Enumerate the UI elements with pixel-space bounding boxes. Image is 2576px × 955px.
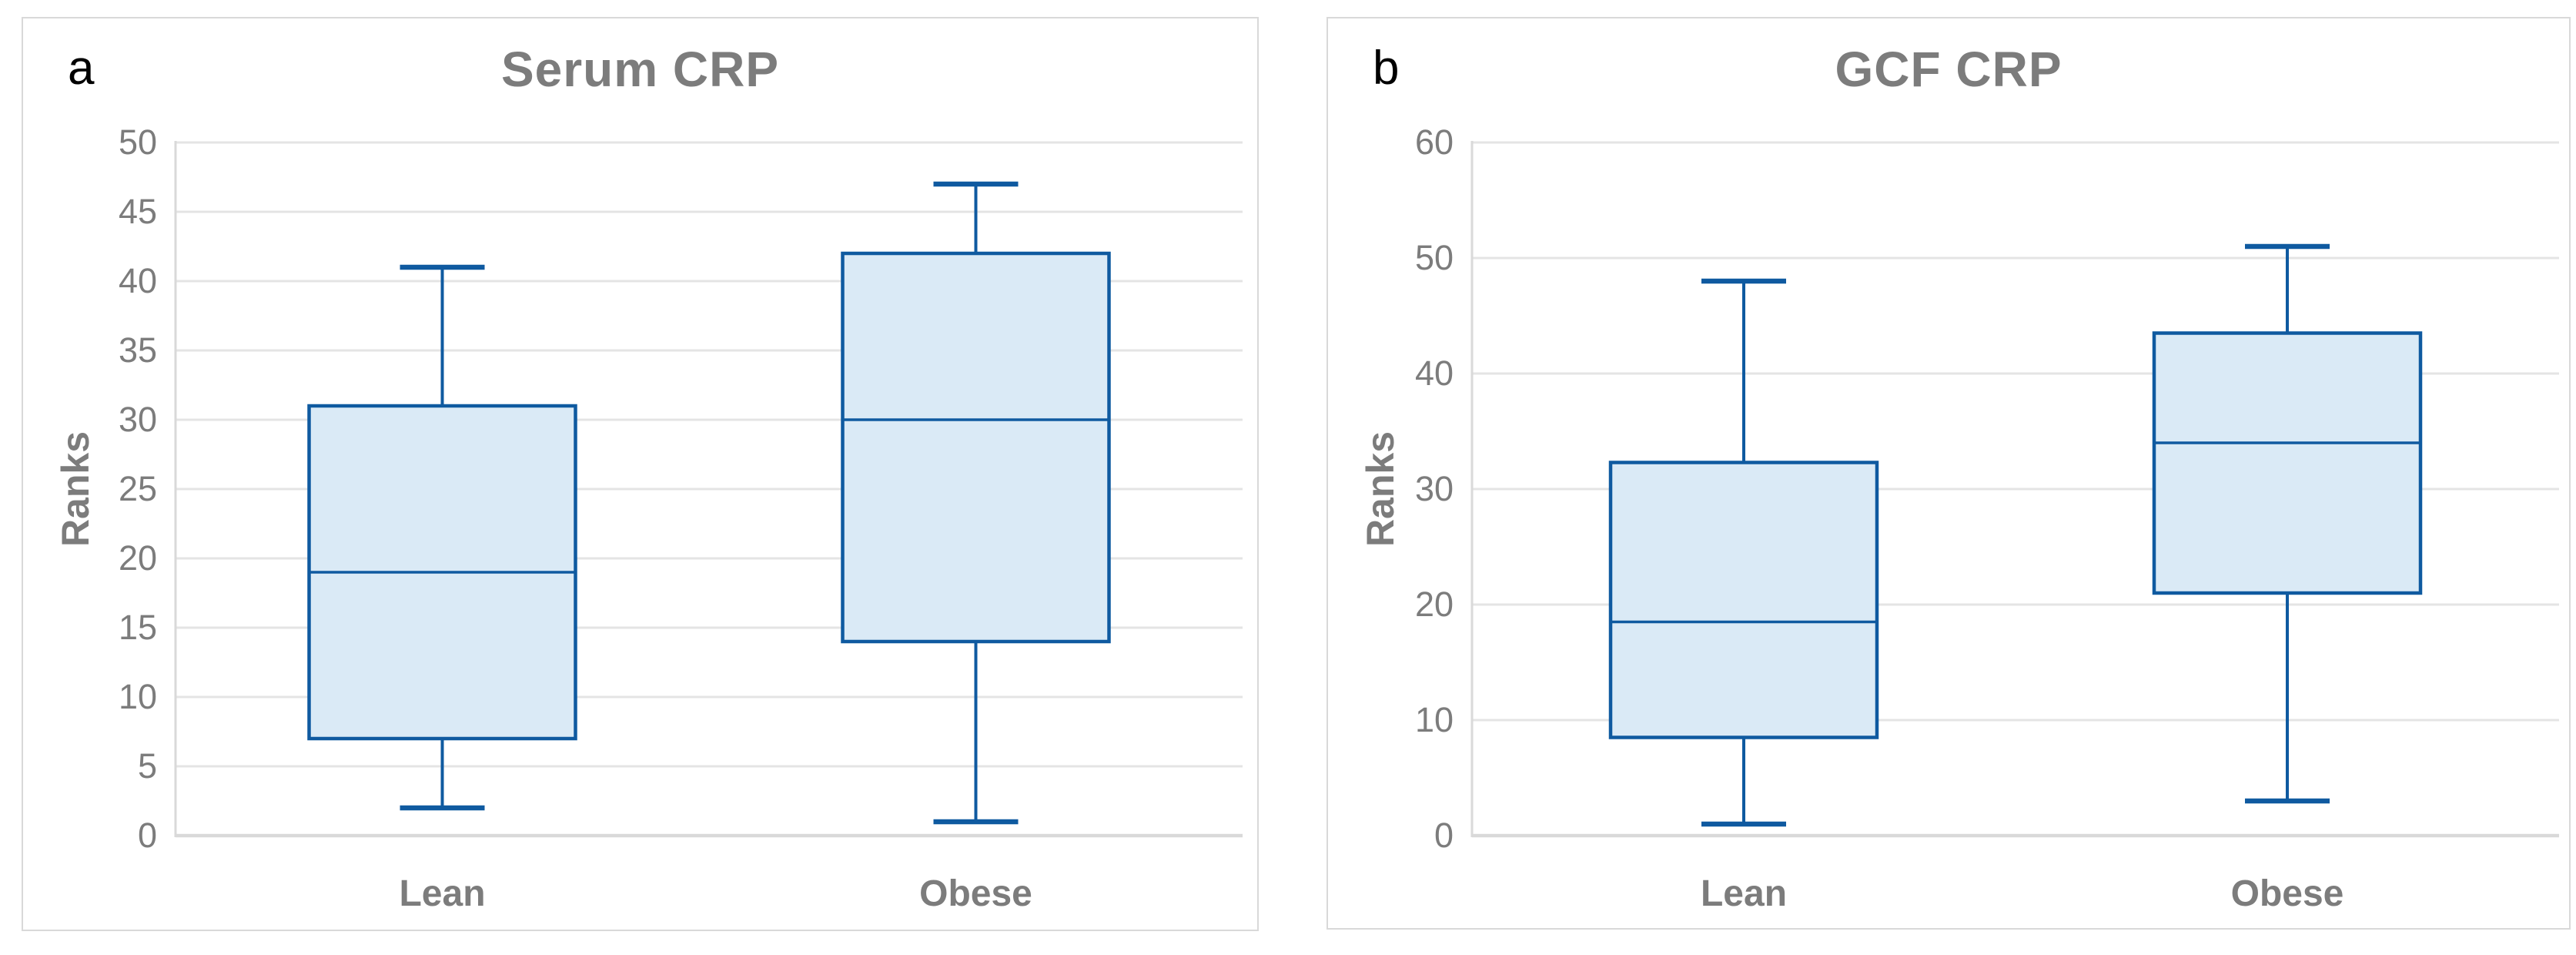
plot-area-gcf-crp [1328, 18, 2569, 928]
y-tick-label: 40 [1414, 354, 1454, 393]
category-label-lean-b: Lean [1700, 873, 1788, 914]
y-tick-label: 20 [118, 538, 157, 578]
category-label-obese-a: Obese [919, 873, 1032, 914]
y-tick-label: 50 [1414, 238, 1454, 277]
y-tick-label: 30 [1414, 469, 1454, 508]
y-tick-label: 30 [118, 400, 157, 439]
y-tick-label: 45 [118, 192, 157, 231]
plot-area-serum-crp [23, 18, 1257, 930]
y-tick-label: 60 [1414, 122, 1454, 162]
panel-b-gcf-crp: b GCF CRP Ranks Lean Obese 0 10 20 30 40 50 60 [1326, 17, 2571, 930]
category-label-lean-a: Lean [399, 873, 486, 914]
y-tick-label: 10 [118, 677, 157, 716]
chart-title-gcf-crp: GCF CRP [1835, 42, 2062, 97]
y-tick-label: 40 [118, 261, 157, 300]
y-tick-label: 0 [1434, 816, 1454, 855]
chart-title-serum-crp: Serum CRP [500, 42, 780, 97]
panel-letter-a: a [68, 42, 95, 95]
boxplot-svg [174, 141, 1243, 838]
y-tick-label: 20 [1414, 585, 1454, 624]
y-tick-label: 50 [118, 122, 157, 162]
box-whisker-obese [841, 181, 1111, 825]
iqr-box [841, 251, 1111, 644]
y-tick-label: 35 [118, 330, 157, 370]
y-tick-label: 15 [118, 608, 157, 647]
y-tick-label: 25 [118, 469, 157, 508]
y-tick-label: 0 [137, 816, 157, 855]
y-tick-label: 5 [137, 746, 157, 786]
box-whisker-lean [1608, 278, 1879, 827]
panel-a-serum-crp: a Serum CRP Ranks Lean Obese 0 5 10 15 20 25 3… [22, 17, 1259, 931]
y-tick-label: 10 [1414, 700, 1454, 739]
category-label-obese-b: Obese [2230, 873, 2344, 914]
iqr-box [2152, 331, 2423, 595]
iqr-box [1608, 461, 1879, 739]
box-whisker-obese [2152, 243, 2423, 804]
box-whisker-lean [307, 264, 577, 811]
boxplot-svg [1470, 141, 2559, 838]
panel-letter-b: b [1373, 42, 1400, 95]
